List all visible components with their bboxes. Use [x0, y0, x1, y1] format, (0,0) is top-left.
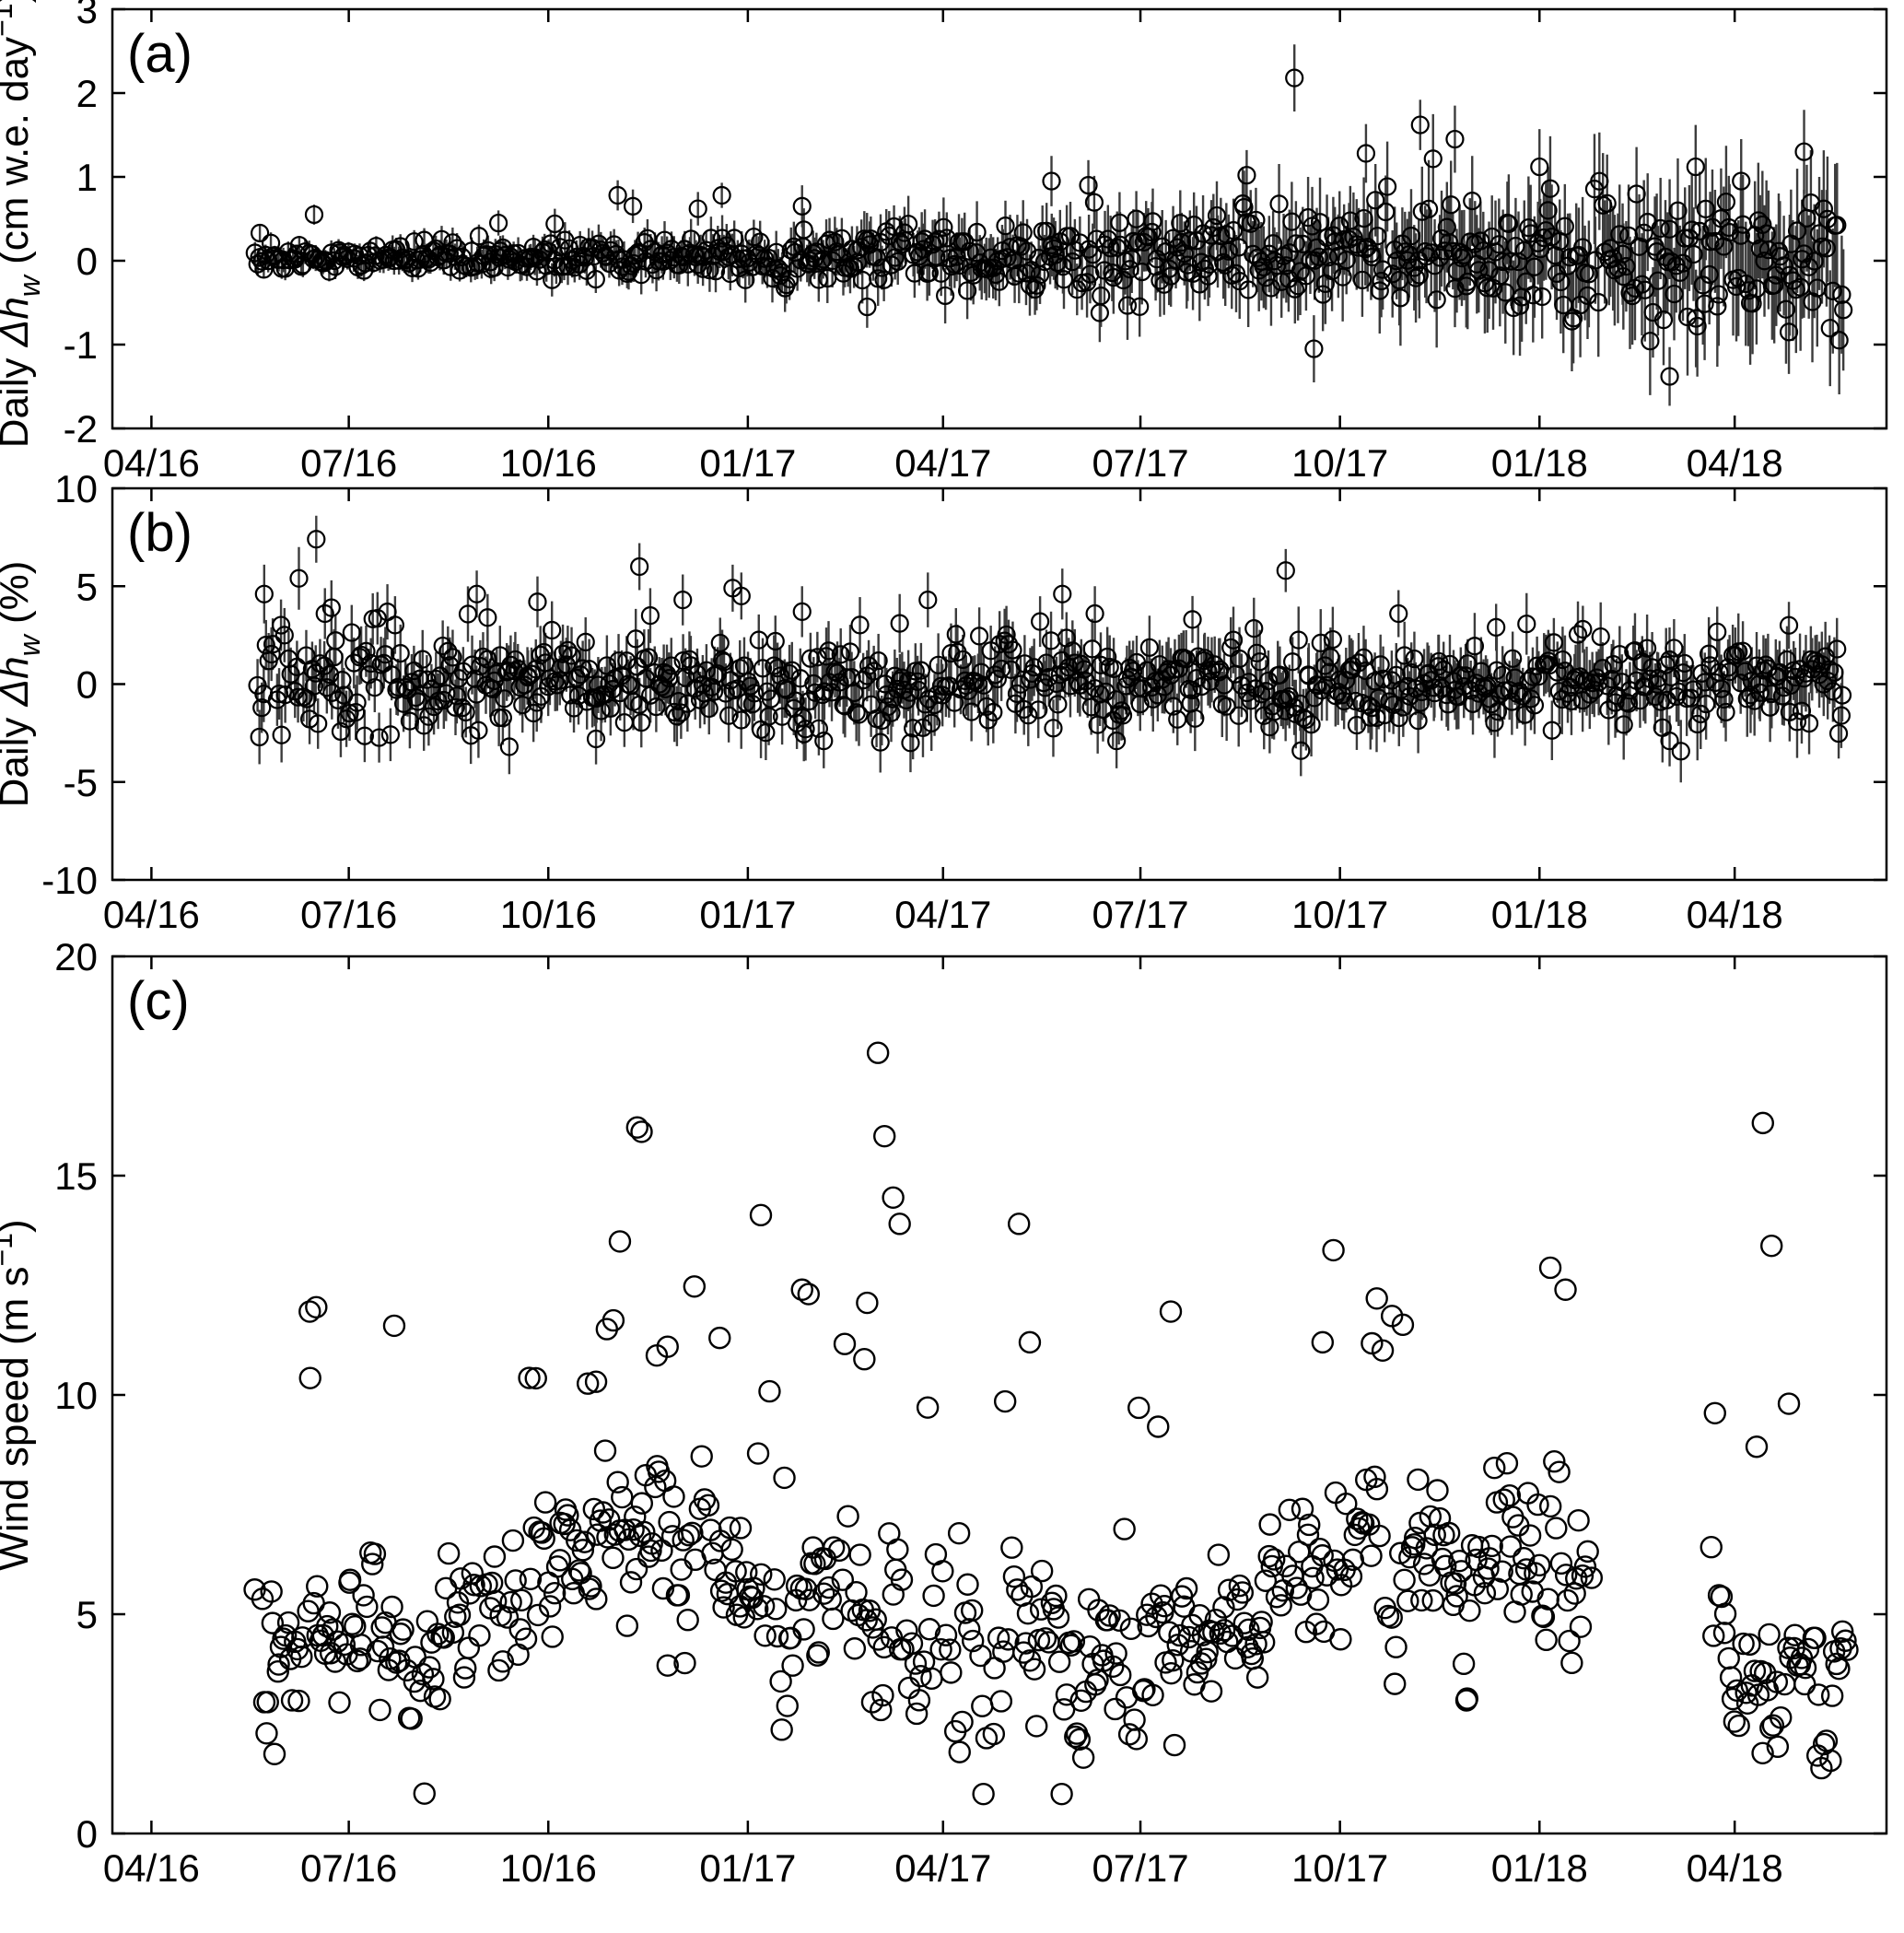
y-tick-labels-c: 0 5 10 15 20 — [54, 935, 98, 1856]
x-tick-label: 10/17 — [1291, 1846, 1388, 1890]
y-tick-label: 20 — [54, 935, 98, 978]
y-tick-label: 5 — [76, 565, 98, 608]
x-tick-label: 04/16 — [103, 893, 200, 936]
y-tick-label: -2 — [64, 407, 98, 451]
x-tick-label: 04/18 — [1687, 1846, 1783, 1890]
x-tick-label: 10/16 — [500, 441, 597, 485]
axes-box-b — [111, 486, 1888, 882]
x-tick-label: 01/17 — [699, 441, 796, 485]
y-axis-label-a: Daily Δhw (cm w.e. day−1) — [0, 0, 46, 448]
x-tick-label: 10/17 — [1291, 893, 1388, 936]
panel-c: 04/16 07/16 10/16 01/17 04/17 07/17 10/17 01/18… — [0, 935, 1888, 1890]
x-tick-label: 01/18 — [1491, 893, 1588, 936]
x-tick-label: 01/18 — [1491, 1846, 1588, 1890]
tick-marks-b — [112, 486, 1886, 882]
x-tick-label: 04/18 — [1687, 441, 1783, 485]
y-tick-label: 0 — [76, 1812, 98, 1856]
y-tick-label: -1 — [64, 323, 98, 367]
data-markers-b — [248, 530, 1852, 761]
y-tick-label: -5 — [64, 761, 98, 804]
y-tick-label: 2 — [76, 72, 98, 115]
panel-tag-a: (a) — [127, 24, 193, 84]
x-tick-label: 07/16 — [300, 1846, 397, 1890]
y-tick-label: 15 — [54, 1154, 98, 1198]
x-tick-labels-b: 04/16 07/16 10/16 01/17 04/17 07/17 10/17 01/18… — [103, 893, 1783, 936]
x-tick-label: 07/16 — [300, 441, 397, 485]
y-tick-label: 0 — [76, 663, 98, 707]
tick-marks-c — [112, 955, 1886, 1835]
x-tick-label: 04/17 — [894, 893, 991, 936]
panel-a: 04/16 07/16 10/16 01/17 04/17 07/17 10/17 01/18… — [0, 0, 1888, 485]
x-tick-label: 04/18 — [1687, 893, 1783, 936]
y-tick-label: 5 — [76, 1593, 98, 1636]
y-tick-label: 0 — [76, 240, 98, 283]
x-tick-label: 07/16 — [300, 893, 397, 936]
x-tick-label: 01/17 — [699, 1846, 796, 1890]
x-tick-label: 04/16 — [103, 441, 200, 485]
tick-marks-a — [112, 7, 1886, 430]
panel-tag-b: (b) — [127, 503, 193, 563]
data-markers-a — [245, 68, 1853, 386]
y-tick-label: 10 — [54, 1374, 98, 1417]
y-axis-label-b: Daily Δhw (%) — [0, 561, 46, 808]
axes-box-c — [111, 955, 1888, 1835]
x-tick-label: 07/17 — [1092, 441, 1188, 485]
x-tick-label: 01/18 — [1491, 441, 1588, 485]
x-tick-label: 04/17 — [894, 1846, 991, 1890]
y-tick-label: 1 — [76, 156, 98, 199]
panel-tag-c: (c) — [127, 971, 190, 1031]
axes-box-a — [111, 7, 1888, 430]
data-series-c — [243, 1041, 1859, 1806]
x-tick-labels-a: 04/16 07/16 10/16 01/17 04/17 07/17 10/17 01/18… — [103, 441, 1783, 485]
x-tick-label: 07/17 — [1092, 1846, 1188, 1890]
x-tick-label: 10/16 — [500, 893, 597, 936]
x-tick-label: 04/17 — [894, 441, 991, 485]
y-tick-label: 10 — [54, 467, 98, 510]
x-tick-label: 04/16 — [103, 1846, 200, 1890]
y-tick-label: -10 — [41, 859, 98, 902]
data-markers-c — [243, 1041, 1859, 1806]
x-tick-label: 10/16 — [500, 1846, 597, 1890]
data-series-b — [248, 515, 1852, 783]
y-tick-label: 3 — [76, 0, 98, 31]
panel-b: 04/16 07/16 10/16 01/17 04/17 07/17 10/17 01/18… — [0, 467, 1888, 936]
x-tick-label: 10/17 — [1291, 441, 1388, 485]
data-series-a — [245, 44, 1853, 406]
x-tick-label: 01/17 — [699, 893, 796, 936]
y-axis-label-c: Wind speed (m s−1) — [0, 1219, 37, 1570]
x-tick-labels-c: 04/16 07/16 10/16 01/17 04/17 07/17 10/17 01/18… — [103, 1846, 1783, 1890]
x-tick-label: 07/17 — [1092, 893, 1188, 936]
y-tick-labels-a: -2 -1 0 1 2 3 — [64, 0, 98, 451]
y-tick-labels-b: -10 -5 0 5 10 — [41, 467, 98, 902]
